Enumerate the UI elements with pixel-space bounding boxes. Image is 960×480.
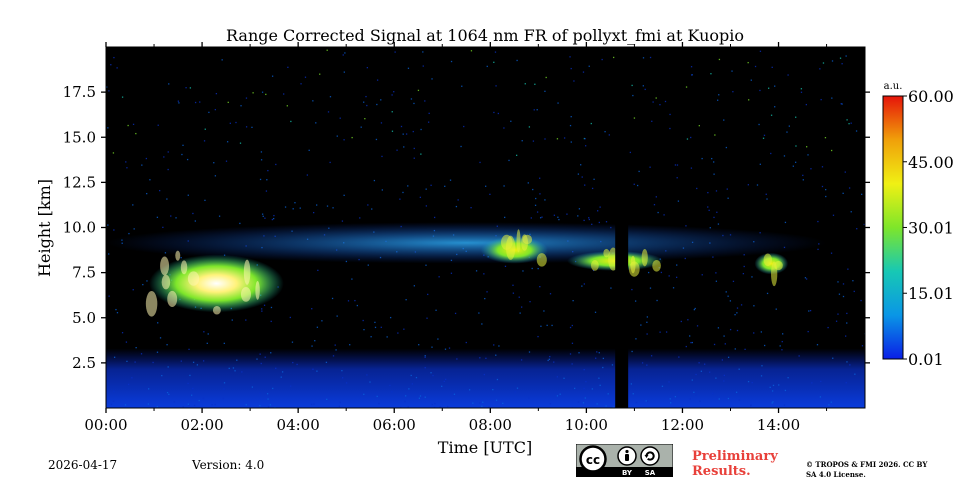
colorbar-tick-label: 15.01: [908, 284, 954, 303]
colorbar-tick-label: 60.00: [908, 87, 954, 106]
x-tick-label: 08:00: [469, 416, 512, 434]
y-tick-label: 17.5: [63, 83, 96, 101]
colorbar-tick-label: 30.01: [908, 218, 954, 237]
cc-license-badge[interactable]: cc BY SA: [576, 444, 673, 477]
data-gap: [615, 47, 629, 408]
colorbar-gradient: [882, 95, 904, 360]
y-tick-label: 15.0: [63, 128, 96, 146]
feature-cloud: [754, 252, 789, 287]
copyright-notice: © TROPOS & FMI 2026. CC BY SA 4.0 Licens…: [806, 460, 928, 479]
x-tick-label: 06:00: [373, 416, 416, 434]
x-tick-label: 02:00: [180, 416, 223, 434]
y-tick-label: 7.5: [72, 264, 96, 282]
x-tick-label: 10:00: [565, 416, 608, 434]
y-tick-label: 12.5: [63, 173, 96, 191]
x-tick-label: 00:00: [84, 416, 127, 434]
x-tick-label: 12:00: [661, 416, 704, 434]
cc-by-text: BY: [622, 469, 633, 477]
cc-sa-text: SA: [645, 469, 656, 477]
person-icon: [617, 446, 637, 466]
y-tick-label: 2.5: [72, 354, 96, 372]
x-tick-label: 04:00: [277, 416, 320, 434]
y-tick-label: 10.0: [63, 219, 96, 237]
x-axis-label: Time [UTC]: [438, 438, 532, 457]
colorbar-unit: a.u.: [884, 81, 903, 92]
feature-cloud: [480, 229, 548, 267]
preliminary-notice: Preliminary Results.: [692, 449, 778, 479]
svg-text:cc: cc: [586, 453, 600, 467]
boundary-layer-region: [106, 348, 865, 408]
date-label: 2026-04-17: [48, 458, 118, 472]
plot-area: [105, 46, 866, 409]
y-tick-label: 5.0: [72, 309, 96, 327]
y-axis-label: Height [km]: [35, 179, 54, 277]
chart-title: Range Corrected Signal at 1064 nm FR of …: [225, 26, 745, 45]
cc-icon: cc: [579, 445, 607, 473]
colorbar-tick-label: 0.01: [908, 350, 944, 369]
share-alike-icon: [640, 446, 660, 466]
colorbar: a.u. 0.01 15.01 30.01 45.00 60.00: [882, 81, 954, 369]
version-label: Version: 4.0: [192, 458, 265, 472]
feature-dense-cloud: [145, 250, 284, 317]
x-tick-label: 14:00: [757, 416, 800, 434]
colorbar-tick-label: 45.00: [908, 153, 954, 172]
